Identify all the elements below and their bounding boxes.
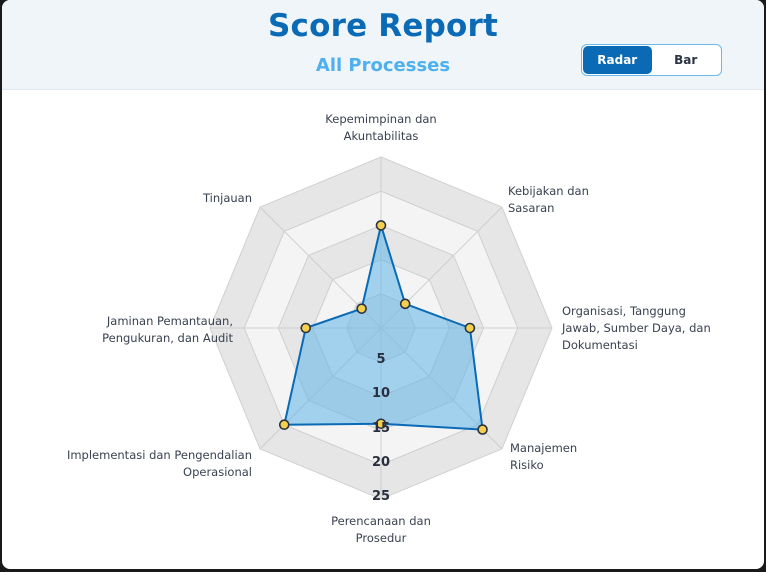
axis-label-line: Manajemen [510,441,578,455]
axis-label-line: Risiko [510,458,544,472]
axis-label-line: Prosedur [355,531,407,545]
axis-label-line: Jaminan Pemantauan, [106,314,233,328]
data-point [375,220,387,231]
data-point [300,322,312,334]
axis-label-line: Implementasi dan Pengendalian [66,448,252,462]
radar-toggle-button[interactable]: Radar [583,46,652,74]
page-title: Score Report [268,8,498,44]
axis-label-line: Perencanaan dan [331,514,431,528]
radial-tick-label: 5 [376,352,386,368]
axis-label-line: Pengukuran, dan Audit [102,331,233,345]
axis-label-line: Jawab, Sumber Daya, dan [562,321,711,335]
chart-type-toggle: Radar Bar [581,44,722,76]
data-point [278,419,290,431]
axis-label: Jaminan Pemantauan, Pengukuran, dan Audit [52,313,233,347]
radial-tick-label: 20 [371,454,391,470]
axis-label: Tinjauan [52,190,252,207]
axis-label: Manajemen Risiko [510,440,650,474]
axis-label: Organisasi, Tanggung Jawab, Sumber Daya, … [562,303,742,354]
report-header: Score Report All Processes Radar Bar [2,0,764,90]
axis-label: Perencanaan dan Prosedur [281,513,481,547]
radial-tick-label: 15 [371,420,391,436]
axis-label-line: Kepemimpinan dan [325,112,437,126]
data-point [464,322,476,334]
data-point [399,298,411,310]
axis-label: Kebijakan dan Sasaran [508,183,648,217]
axis-label-line: Akuntabilitas [343,129,419,143]
data-point [356,303,367,314]
data-point [477,424,488,435]
radial-tick-label: 25 [371,489,391,504]
axis-label-line: Dokumentasi [562,338,638,352]
axis-label: Kepemimpinan dan Akuntabilitas [281,111,481,145]
axis-label-line: Organisasi, Tanggung [562,304,686,318]
axis-label-line: Kebijakan dan [508,184,589,198]
axis-label-line: Tinjauan [202,191,252,205]
axis-label: Implementasi dan Pengendalian Operasional [52,447,252,481]
data-point [375,418,387,430]
page-subtitle: All Processes [315,55,451,76]
axis-label-line: Sasaran [508,201,555,215]
axis-label-line: Operasional [183,465,252,479]
bar-toggle-button[interactable]: Bar [674,53,698,67]
radial-tick-label: 10 [371,386,391,402]
